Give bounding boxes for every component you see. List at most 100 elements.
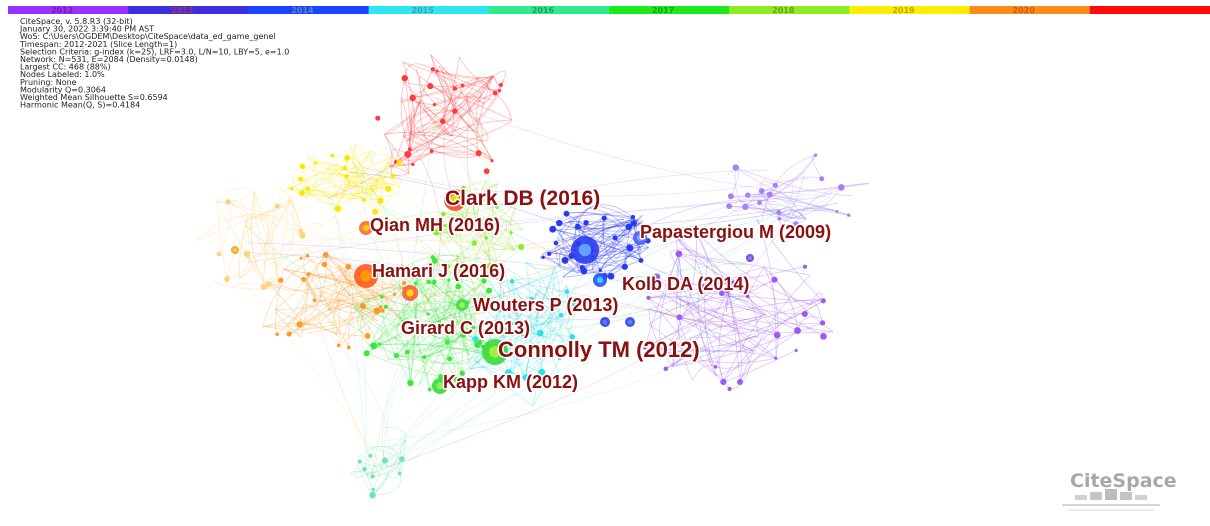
info-line: Pruning: None (20, 78, 77, 87)
edge (305, 303, 350, 348)
edge (413, 89, 830, 198)
edge (308, 273, 381, 296)
info-panel: CiteSpace, v. 5.8.R3 (32-bit)January 30,… (19, 17, 289, 110)
node (380, 294, 384, 299)
edge (353, 143, 374, 192)
timeline-segment (248, 6, 370, 14)
node (745, 294, 750, 299)
edge (513, 323, 565, 342)
node (572, 300, 579, 308)
edge (334, 168, 376, 190)
node (490, 159, 494, 163)
edge (777, 212, 807, 226)
edge (669, 248, 709, 260)
node (461, 185, 467, 191)
node (392, 292, 397, 296)
edge (769, 194, 849, 216)
node (299, 256, 303, 260)
node (430, 255, 435, 260)
edge (525, 261, 532, 375)
edge (245, 225, 444, 326)
edge (482, 269, 554, 316)
edge (561, 291, 576, 305)
edge (372, 460, 389, 496)
edge (441, 68, 477, 134)
edge (500, 265, 562, 316)
edge (412, 77, 480, 165)
node (438, 374, 444, 380)
edge (403, 103, 485, 137)
edge (369, 343, 494, 357)
node (727, 386, 732, 391)
edge (375, 182, 400, 192)
edge (451, 92, 496, 137)
edge (336, 298, 371, 336)
timeline-segment (8, 6, 129, 14)
edge (525, 267, 556, 378)
edge (588, 205, 642, 224)
edge (402, 109, 455, 137)
edge (436, 256, 485, 282)
edge (718, 282, 734, 383)
node (298, 228, 303, 233)
edge (371, 447, 386, 475)
hub-core (233, 248, 237, 252)
edge (363, 161, 391, 201)
edge (508, 316, 551, 338)
node (378, 305, 383, 309)
edge (456, 152, 502, 238)
edge (383, 426, 407, 440)
edge (337, 264, 371, 300)
timeline-segment (609, 6, 730, 14)
node (483, 168, 490, 175)
hub-core (748, 256, 752, 260)
edge (353, 306, 413, 344)
node (305, 253, 310, 258)
node (375, 115, 381, 121)
edge (644, 298, 821, 349)
edge (320, 299, 379, 322)
node (771, 276, 778, 283)
edge (327, 287, 404, 311)
edge (271, 205, 278, 267)
edge (226, 205, 278, 280)
edge (275, 200, 290, 269)
edge (301, 176, 387, 194)
node (646, 295, 651, 300)
edge (692, 364, 716, 381)
node (471, 240, 478, 246)
edge (467, 189, 517, 205)
edge (418, 265, 463, 386)
node (601, 215, 607, 221)
node (505, 369, 512, 376)
node (426, 279, 431, 284)
node (713, 365, 718, 369)
node (433, 228, 440, 236)
edge (372, 447, 403, 460)
edge (353, 281, 435, 308)
edge (443, 213, 475, 244)
node (447, 376, 453, 381)
edge (769, 176, 822, 195)
edge (410, 272, 419, 384)
edge (404, 63, 434, 79)
node (471, 196, 475, 200)
node (407, 147, 412, 152)
node (299, 163, 306, 170)
edge (678, 253, 798, 331)
edge (307, 163, 332, 190)
node (435, 69, 439, 73)
edge (729, 205, 807, 220)
hub-core (489, 346, 501, 358)
node (630, 214, 636, 220)
edge (419, 75, 478, 123)
edge (623, 216, 637, 251)
edge (535, 289, 560, 373)
node (726, 203, 732, 210)
edge (246, 199, 292, 220)
edge (761, 189, 804, 218)
edge (447, 202, 517, 267)
edge (648, 296, 766, 316)
edge (696, 231, 811, 305)
edge (679, 307, 763, 318)
